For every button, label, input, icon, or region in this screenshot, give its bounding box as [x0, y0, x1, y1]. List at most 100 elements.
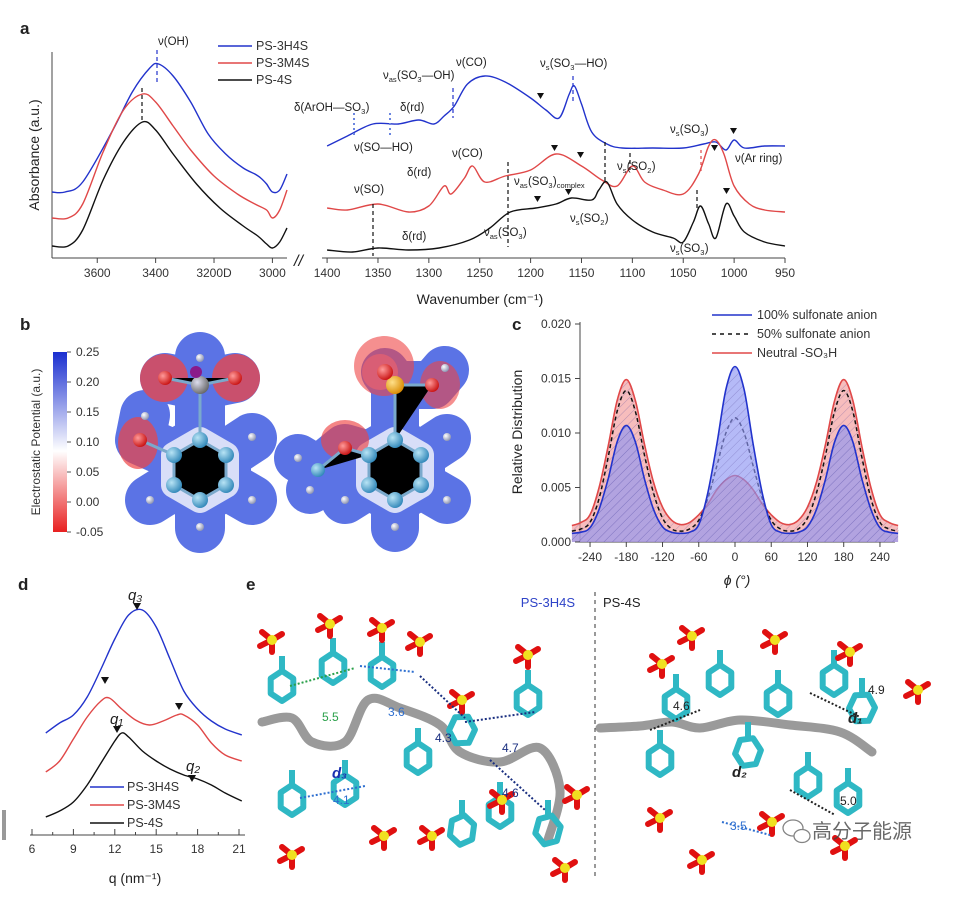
watermark-text: 高分子能源 [812, 820, 912, 843]
peak-annotation: δ(rd) [402, 231, 426, 243]
colorbar [53, 352, 67, 532]
x-tick-label: 3400 [142, 266, 169, 280]
phenyl-ring [793, 764, 823, 800]
x-tick-label: -60 [690, 550, 708, 564]
sulfonate-group [657, 659, 667, 669]
x-tick-label: 15 [150, 842, 164, 856]
x-tick-label: 1300 [415, 266, 442, 280]
x-tick-label: 120 [797, 550, 817, 564]
panel-label-a: a [20, 19, 30, 38]
y-tick-label: 0.005 [541, 481, 571, 495]
d-peak-triangles [101, 603, 196, 782]
x-tick-label: 950 [775, 266, 795, 280]
phenyl-ring [446, 713, 478, 747]
colorbar-tick-label: 0.15 [76, 405, 100, 419]
x-tick-label: 18 [191, 842, 205, 856]
x-tick-label: 1150 [569, 266, 595, 280]
molecule-ps-3h4s-esp [115, 332, 277, 553]
series-line-ps-4s [45, 732, 243, 818]
sulfonate-group [770, 635, 780, 645]
x-tick-label: 0 [732, 550, 739, 564]
a-markers [141, 50, 702, 256]
phenyl-ring [267, 668, 297, 704]
x-tick-label: 9 [70, 842, 77, 856]
phenyl-ring [367, 654, 397, 690]
x-tick-label: -180 [614, 550, 638, 564]
c-y-label: Relative Distribution [509, 370, 525, 495]
series-line-50% sulfonate anion [571, 389, 899, 532]
sulfonate-group [845, 647, 855, 657]
peak-annotation: νs (SO3 ) [670, 124, 709, 138]
sulfonate-group [913, 685, 923, 695]
distance-label: 4.6 [673, 699, 690, 713]
x-tick-label: 1400 [314, 266, 341, 280]
series-line-ps-4s [327, 180, 786, 253]
colorbar-label: Electrostatic Potential (a.u.) [29, 369, 43, 516]
series-line-ps-3m4s [45, 696, 243, 773]
sulfonate-group [427, 831, 437, 841]
phenyl-ring [446, 812, 478, 848]
phenyl-ring [277, 782, 307, 818]
peak-annotation: ν(Ar ring) [735, 153, 782, 165]
area-hatch [571, 379, 899, 542]
polymer-backbone [595, 715, 877, 757]
phenyl-ring [532, 812, 564, 848]
phenyl-ring [732, 735, 764, 769]
peak-annotation: νs (SO3 ) [670, 243, 709, 257]
x-tick-label: -240 [578, 550, 602, 564]
peak-annotation: νs (SO3 —HO) [540, 58, 607, 72]
x-tick-label: 1350 [365, 266, 392, 280]
panel-d-scattering: 6 9 12 15 18 21 q (nm⁻¹) q₃ q₁ q₂ PS-3H4S PS-… [2, 587, 246, 886]
sulfonate-group [840, 841, 850, 851]
title-ps-3h4s: PS-3H4S [521, 595, 576, 610]
sulfonate-group [287, 850, 297, 860]
edge-mark [2, 810, 6, 840]
annotation-q3: q₃ [128, 587, 142, 604]
a-x-label: Wavenumber (cm⁻¹) [417, 291, 544, 307]
sulfonate-group [572, 790, 582, 800]
annotation-q1: q₁ [110, 711, 123, 728]
c-legend: 100% sulfonate anion 50% sulfonate anion… [712, 308, 877, 360]
distance-label: 5.0 [840, 794, 857, 808]
y-tick-label: 0.015 [541, 372, 571, 386]
panel-a-ftir: // Absorbance (a.u.) Wavenumber (cm⁻¹) 3… [26, 36, 795, 307]
phenyl-ring [513, 682, 543, 718]
sulfonate-group [267, 635, 277, 645]
sulfonate-group [497, 795, 507, 805]
phenyl-ring [846, 691, 878, 725]
phenyl-ring [705, 662, 735, 698]
x-tick-label: 3200D [196, 266, 232, 280]
peak-annotation: νas (SO3 )complex [514, 176, 585, 190]
panel-label-c: c [512, 315, 521, 334]
y-tick-label: 0.010 [541, 426, 571, 440]
d3-label: d₃ [332, 765, 347, 782]
colorbar-tick-label: -0.05 [76, 525, 104, 539]
distance-label: 4.6 [502, 786, 519, 800]
distance-label: 4.7 [502, 741, 519, 755]
distance-label: 3.6 [388, 705, 405, 719]
distance-label: 5.5 [322, 710, 339, 724]
legend-ps-3h4s: PS-3H4S [256, 39, 308, 53]
panel-c-dihedral-distribution: -240 -180 -120 -60 0 60 120 180 240 0.000 0.005 0.0… [509, 308, 899, 588]
title-ps-4s: PS-4S [603, 595, 641, 610]
peak-annotation: ν(SO—HO) [354, 142, 413, 154]
series-line-ps-3h4s [51, 62, 288, 194]
distance-arrows [289, 665, 861, 836]
legend-ps-3m4s: PS-3M4S [256, 56, 310, 70]
phenyl-ring [318, 650, 348, 686]
distance-label: 4.3 [435, 731, 452, 745]
colorbar-tick-label: 0.05 [76, 465, 100, 479]
c-x-label: ϕ (°) [724, 572, 751, 588]
x-tick-label: -120 [651, 550, 675, 564]
peak-annotation: δ(rd) [400, 102, 424, 114]
distance-label: 3.5 [730, 819, 747, 833]
axis-break: // [293, 253, 304, 270]
polymer-backbone [257, 693, 565, 845]
x-tick-label: 21 [232, 842, 246, 856]
x-tick-label: 1200 [517, 266, 544, 280]
sulfonate-group [687, 631, 697, 641]
peak-annotation: νs (SO2 ) [617, 161, 656, 175]
colorbar-tick-label: 0.25 [76, 345, 100, 359]
phenyl-ring [403, 740, 433, 776]
